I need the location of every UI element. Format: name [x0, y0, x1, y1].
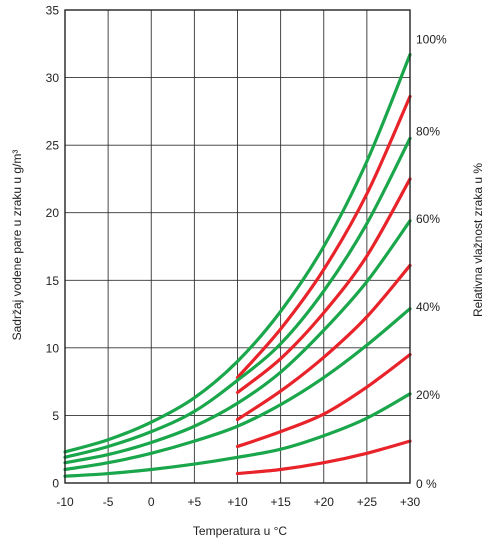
rh-label: 20% [416, 388, 440, 402]
x-tick-label: -5 [103, 495, 114, 509]
y2-axis-label: Relativna vlažnost zraka u % [471, 163, 485, 317]
rh-label: 0 % [416, 477, 437, 491]
red-humidity-curve [235, 439, 412, 476]
red-humidity-curve [235, 263, 412, 422]
y-tick-labels: 0 5 10 15 20 25 30 35 [46, 4, 60, 491]
rh-label: 60% [416, 212, 440, 226]
rh-label: 80% [416, 124, 440, 138]
y-axis-label: Sadržaj vodene pare u zraku u g/m³ [10, 150, 24, 341]
x-axis-label: Temperatura u °C [193, 524, 288, 538]
red-humidity-curve [235, 353, 412, 449]
x-tick-labels: -10 -5 0 +5 +10 +15 +20 +25 +30 [56, 495, 420, 509]
x-tick-label: +5 [188, 495, 202, 509]
green-humidity-curve [63, 307, 412, 472]
rh-label: 100% [416, 32, 447, 46]
rh-percent-labels: 100% 80% 60% 40% 20% 0 % [416, 32, 447, 491]
x-tick-label: +20 [314, 495, 335, 509]
x-tick-label: +15 [270, 495, 291, 509]
red-humidity-curve [235, 177, 412, 395]
green-humidity-curve [63, 219, 412, 465]
y-tick-label: 10 [46, 341, 60, 355]
green-humidity-curve [63, 392, 412, 478]
grid-lines [64, 9, 411, 484]
rh-label: 40% [416, 300, 440, 314]
x-tick-label: +10 [227, 495, 248, 509]
green-humidity-curve [63, 136, 412, 459]
plot-border [64, 9, 411, 484]
humidity-curves [63, 53, 412, 478]
y-tick-label: 5 [52, 409, 59, 423]
y-tick-label: 20 [46, 206, 60, 220]
y-tick-label: 35 [46, 4, 60, 18]
y-tick-label: 25 [46, 139, 60, 153]
green-humidity-curve [63, 53, 412, 454]
x-tick-label: +25 [357, 495, 378, 509]
plot-frame [64, 9, 411, 484]
x-tick-label: -10 [56, 495, 74, 509]
x-tick-label: 0 [148, 495, 155, 509]
y-tick-label: 30 [46, 71, 60, 85]
red-humidity-curve [235, 94, 412, 380]
y-tick-label: 0 [52, 477, 59, 491]
y-tick-label: 15 [46, 274, 60, 288]
x-tick-label: +30 [400, 495, 421, 509]
